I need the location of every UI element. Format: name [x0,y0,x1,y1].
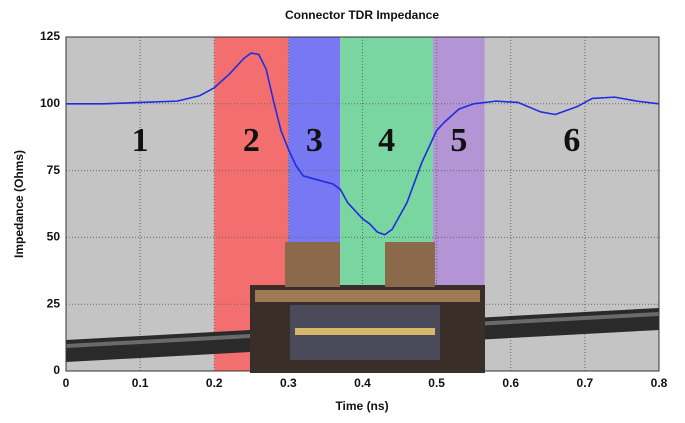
connector-tab [285,242,340,287]
y-tick-label: 25 [47,296,61,310]
connector-pin [295,328,435,335]
region-label: 5 [450,122,467,159]
y-tick-label: 75 [47,163,61,177]
region-label: 4 [378,122,395,159]
chart: Connector TDR Impedance Time (ns) Impeda… [0,0,685,418]
chart-title: Connector TDR Impedance [285,8,439,22]
x-tick-label: 0.7 [577,376,594,390]
y-tick-label: 50 [47,230,61,244]
region-label: 2 [243,122,260,159]
connector-top [255,290,480,302]
x-tick-label: 0.8 [651,376,668,390]
y-tick-label: 100 [40,96,60,110]
x-axis-label: Time (ns) [335,399,388,413]
x-tick-label: 0 [63,376,70,390]
x-tick-label: 0.3 [280,376,297,390]
region-label: 3 [306,122,323,159]
region-label: 6 [563,122,580,159]
x-tick-label: 0.2 [206,376,223,390]
x-tick-label: 0.1 [132,376,149,390]
y-axis-label: Impedance (Ohms) [12,150,26,258]
region [66,37,214,371]
x-tick-label: 0.5 [428,376,445,390]
x-tick-label: 0.6 [502,376,519,390]
y-tick-label: 125 [40,29,60,43]
x-tick-label: 0.4 [354,376,371,390]
connector-tab [385,242,435,287]
y-tick-label: 0 [53,363,60,377]
region-label: 1 [132,122,149,159]
